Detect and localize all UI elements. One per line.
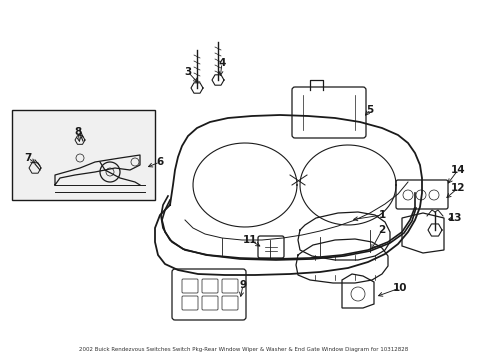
Text: 14: 14 — [450, 165, 465, 175]
Bar — [12, 110, 155, 200]
Text: 7: 7 — [24, 153, 32, 163]
Text: 3: 3 — [184, 67, 191, 77]
Text: 12: 12 — [450, 183, 464, 193]
Text: 5: 5 — [366, 105, 373, 115]
Text: 6: 6 — [156, 157, 163, 167]
Text: 4: 4 — [218, 58, 225, 68]
Text: 2002 Buick Rendezvous Switches Switch Pkg-Rear Window Wiper & Washer & End Gate : 2002 Buick Rendezvous Switches Switch Pk… — [79, 347, 408, 352]
Text: 10: 10 — [392, 283, 407, 293]
Text: 2: 2 — [378, 225, 385, 235]
Text: 9: 9 — [239, 280, 246, 290]
Text: 1: 1 — [378, 210, 385, 220]
Text: 8: 8 — [74, 127, 81, 137]
Text: 11: 11 — [242, 235, 257, 245]
Text: 13: 13 — [447, 213, 461, 223]
